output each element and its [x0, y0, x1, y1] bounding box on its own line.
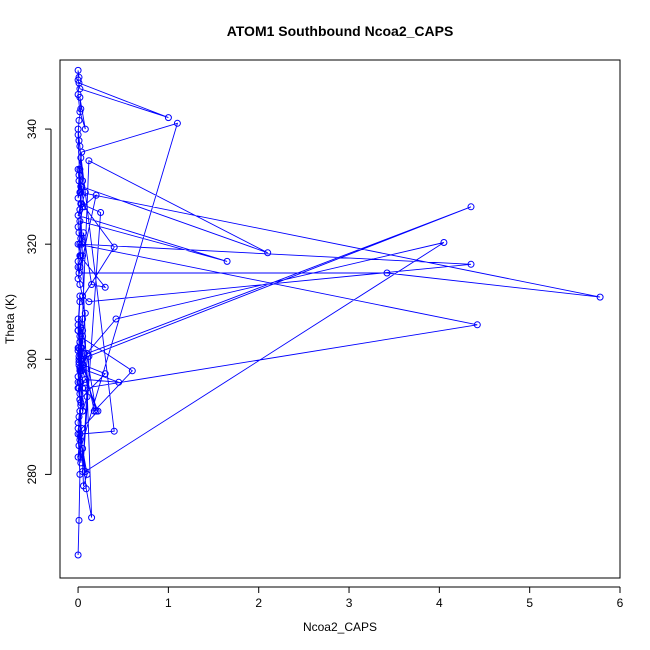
x-tick-label: 3 [346, 596, 353, 610]
data-point [82, 485, 90, 493]
data-point [77, 154, 85, 162]
data-point [596, 293, 604, 301]
x-axis-label: Ncoa2_CAPS [303, 620, 377, 634]
data-point [264, 249, 272, 257]
y-axis: 280 300 320 340 [25, 119, 52, 484]
data-point [74, 131, 82, 139]
data-point [110, 427, 118, 435]
data-point [94, 407, 102, 415]
y-tick-label: 320 [25, 234, 39, 254]
data-point [75, 413, 83, 421]
data-point [88, 281, 96, 288]
x-tick-label: 1 [165, 596, 172, 610]
data-point [81, 125, 89, 133]
data-series [74, 66, 604, 559]
y-tick-label: 280 [25, 464, 39, 484]
data-point [77, 252, 85, 260]
data-point [92, 191, 100, 199]
y-axis-label: Theta (K) [3, 294, 17, 344]
data-point [74, 551, 82, 559]
series-line [77, 70, 601, 556]
data-point [223, 257, 231, 265]
y-tick-label: 300 [25, 349, 39, 369]
data-point [81, 375, 89, 383]
data-point [101, 370, 109, 378]
data-point [128, 367, 136, 375]
x-tick-label: 5 [526, 596, 533, 610]
data-point [75, 116, 83, 124]
data-point [75, 361, 83, 369]
data-point [74, 257, 82, 265]
data-point [79, 445, 87, 452]
data-point [383, 269, 391, 277]
data-point [74, 66, 82, 74]
x-tick-label: 6 [617, 596, 624, 610]
data-point [76, 108, 84, 116]
data-point [76, 281, 84, 288]
data-point [77, 105, 85, 113]
data-point [79, 468, 87, 475]
plot-frame [59, 59, 621, 579]
data-point [77, 459, 85, 467]
data-point [76, 436, 84, 444]
data-point [74, 373, 82, 381]
data-point [79, 315, 87, 323]
data-point [88, 514, 96, 522]
x-tick-label: 0 [75, 596, 82, 610]
data-point [440, 239, 448, 246]
data-point [76, 298, 84, 306]
data-point [80, 350, 88, 357]
data-point [110, 243, 118, 251]
data-point [75, 73, 83, 81]
data-point [78, 424, 86, 432]
data-point [75, 516, 83, 524]
data-point [90, 407, 98, 415]
data-point [80, 229, 87, 237]
data-point [76, 240, 84, 248]
data-point [75, 358, 83, 366]
data-point [77, 188, 85, 196]
y-tick-label: 340 [25, 119, 39, 139]
data-point [473, 321, 481, 329]
data-point [173, 119, 181, 127]
data-point [79, 203, 87, 211]
data-point [164, 114, 172, 122]
data-point [76, 338, 84, 346]
x-tick-label: 4 [436, 596, 443, 610]
data-point [74, 315, 82, 323]
data-point [97, 209, 105, 216]
data-point [83, 393, 91, 401]
data-point [101, 283, 109, 291]
data-point [467, 260, 475, 268]
data-point [74, 165, 82, 173]
data-point [77, 399, 85, 406]
data-point [467, 203, 475, 211]
chart-title: ATOM1 Southbound Ncoa2_CAPS [227, 23, 454, 39]
data-point [75, 269, 83, 277]
data-point [112, 315, 120, 323]
data-point [81, 468, 89, 475]
data-point [75, 177, 83, 185]
data-point [85, 298, 93, 306]
data-point [79, 292, 87, 300]
data-point [85, 157, 93, 165]
x-tick-label: 2 [255, 596, 262, 610]
data-point [115, 378, 123, 386]
data-point [75, 229, 83, 237]
data-point [77, 324, 85, 332]
data-point [77, 401, 85, 409]
data-point [81, 188, 89, 196]
x-axis: 0 1 2 3 4 5 6 [75, 586, 624, 610]
data-point [76, 85, 84, 93]
data-point [79, 177, 87, 185]
data-point [76, 390, 84, 398]
data-point [74, 453, 82, 461]
data-point [81, 309, 89, 317]
